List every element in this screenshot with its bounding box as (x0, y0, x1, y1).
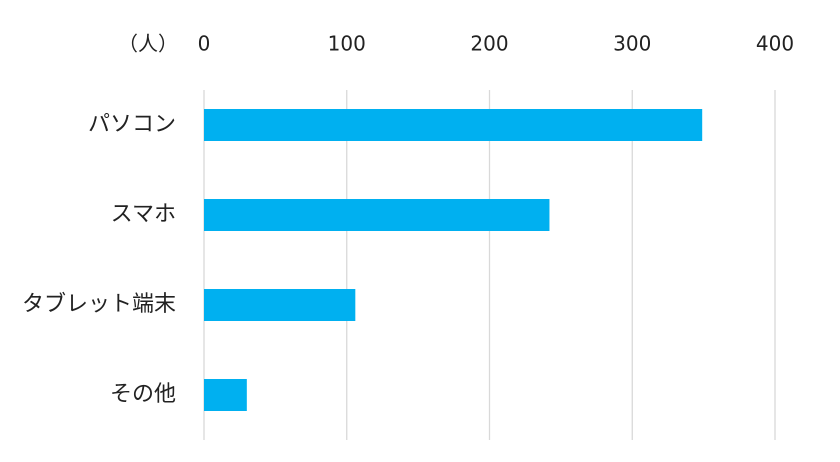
y-tick-label: パソコン (88, 112, 176, 137)
bar (204, 379, 247, 411)
x-tick-label: 300 (613, 32, 651, 56)
bar (204, 199, 550, 231)
x-tick-label: 100 (328, 32, 366, 56)
axis-unit-label: （人） (118, 32, 178, 56)
y-tick-label: タブレット端末 (22, 292, 176, 317)
bar (204, 109, 703, 141)
x-tick-label: 400 (756, 32, 794, 56)
y-tick-label: スマホ (111, 202, 176, 227)
x-tick-label: 200 (470, 32, 508, 56)
y-tick-label: その他 (110, 382, 176, 407)
x-tick-label: 0 (198, 32, 211, 56)
bar (204, 289, 356, 321)
